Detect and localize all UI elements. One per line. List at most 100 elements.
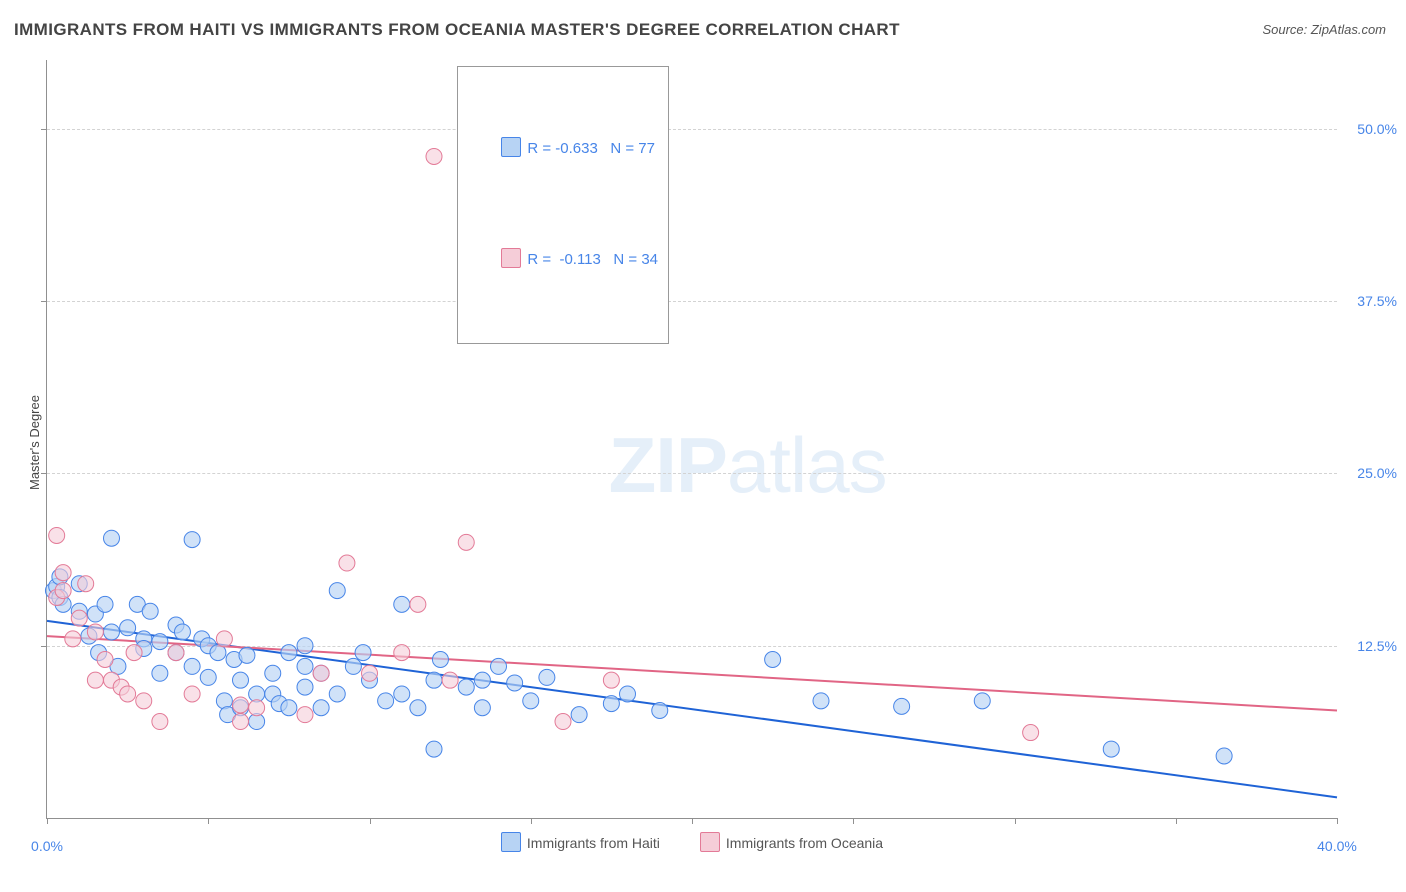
y-tick-label: 25.0% <box>1357 465 1397 481</box>
point-oceania <box>233 714 249 730</box>
point-oceania <box>87 672 103 688</box>
point-haiti <box>216 693 232 709</box>
point-oceania <box>603 672 619 688</box>
point-oceania <box>362 665 378 681</box>
point-haiti <box>297 658 313 674</box>
point-haiti <box>142 603 158 619</box>
point-haiti <box>329 686 345 702</box>
point-haiti <box>507 675 523 691</box>
point-haiti <box>394 686 410 702</box>
point-haiti <box>97 596 113 612</box>
point-haiti <box>345 658 361 674</box>
point-haiti <box>1216 748 1232 764</box>
x-tick <box>692 818 693 824</box>
point-haiti <box>265 665 281 681</box>
point-haiti <box>474 700 490 716</box>
point-haiti <box>603 696 619 712</box>
x-tick <box>47 818 48 824</box>
point-oceania <box>394 645 410 661</box>
point-haiti <box>239 647 255 663</box>
point-oceania <box>313 665 329 681</box>
point-haiti <box>1103 741 1119 757</box>
point-oceania <box>168 645 184 661</box>
point-oceania <box>55 565 71 581</box>
point-oceania <box>152 714 168 730</box>
swatch-oceania <box>700 832 720 852</box>
point-haiti <box>410 700 426 716</box>
series-legend: Immigrants from Haiti Immigrants from Oc… <box>47 832 1337 852</box>
scatter-plot <box>47 60 1337 818</box>
point-oceania <box>216 631 232 647</box>
point-oceania <box>410 596 426 612</box>
chart-container: IMMIGRANTS FROM HAITI VS IMMIGRANTS FROM… <box>0 0 1406 892</box>
y-tick-label: 12.5% <box>1357 638 1397 654</box>
x-tick <box>1337 818 1338 824</box>
point-haiti <box>281 645 297 661</box>
chart-title: IMMIGRANTS FROM HAITI VS IMMIGRANTS FROM… <box>14 20 900 40</box>
series-legend-haiti: Immigrants from Haiti <box>501 832 660 852</box>
y-tick-label: 50.0% <box>1357 121 1397 137</box>
point-haiti <box>329 583 345 599</box>
y-tick-label: 37.5% <box>1357 293 1397 309</box>
point-haiti <box>974 693 990 709</box>
point-haiti <box>104 624 120 640</box>
point-haiti <box>378 693 394 709</box>
swatch-haiti <box>501 832 521 852</box>
point-haiti <box>281 700 297 716</box>
point-oceania <box>555 714 571 730</box>
point-haiti <box>297 679 313 695</box>
point-oceania <box>1023 725 1039 741</box>
point-oceania <box>297 707 313 723</box>
point-haiti <box>458 679 474 695</box>
point-haiti <box>652 703 668 719</box>
point-oceania <box>65 631 81 647</box>
point-oceania <box>426 148 442 164</box>
point-oceania <box>49 527 65 543</box>
point-haiti <box>571 707 587 723</box>
series-legend-oceania: Immigrants from Oceania <box>700 832 883 852</box>
point-haiti <box>152 634 168 650</box>
point-haiti <box>313 700 329 716</box>
x-tick <box>1176 818 1177 824</box>
point-oceania <box>339 555 355 571</box>
point-haiti <box>813 693 829 709</box>
point-haiti <box>894 698 910 714</box>
x-tick <box>208 818 209 824</box>
point-oceania <box>97 652 113 668</box>
point-haiti <box>297 638 313 654</box>
x-tick <box>531 818 532 824</box>
point-haiti <box>394 596 410 612</box>
plot-area: ZIPatlas 12.5%25.0%37.5%50.0% 0.0% 40.0%… <box>46 60 1337 819</box>
point-oceania <box>55 583 71 599</box>
point-haiti <box>491 658 507 674</box>
point-haiti <box>539 669 555 685</box>
point-oceania <box>71 610 87 626</box>
x-tick <box>853 818 854 824</box>
point-haiti <box>432 652 448 668</box>
point-haiti <box>200 669 216 685</box>
point-haiti <box>120 620 136 636</box>
point-haiti <box>104 530 120 546</box>
point-oceania <box>87 624 103 640</box>
point-haiti <box>152 665 168 681</box>
point-haiti <box>233 672 249 688</box>
point-haiti <box>355 645 371 661</box>
point-haiti <box>426 672 442 688</box>
point-haiti <box>184 532 200 548</box>
point-haiti <box>174 624 190 640</box>
point-oceania <box>126 645 142 661</box>
point-oceania <box>184 686 200 702</box>
point-oceania <box>442 672 458 688</box>
x-tick <box>370 818 371 824</box>
point-oceania <box>136 693 152 709</box>
x-tick <box>1015 818 1016 824</box>
point-oceania <box>249 700 265 716</box>
point-oceania <box>233 697 249 713</box>
point-haiti <box>523 693 539 709</box>
point-haiti <box>184 658 200 674</box>
point-oceania <box>458 534 474 550</box>
point-haiti <box>620 686 636 702</box>
y-axis-label: Master's Degree <box>27 395 42 490</box>
point-haiti <box>474 672 490 688</box>
source-label: Source: ZipAtlas.com <box>1262 22 1386 37</box>
